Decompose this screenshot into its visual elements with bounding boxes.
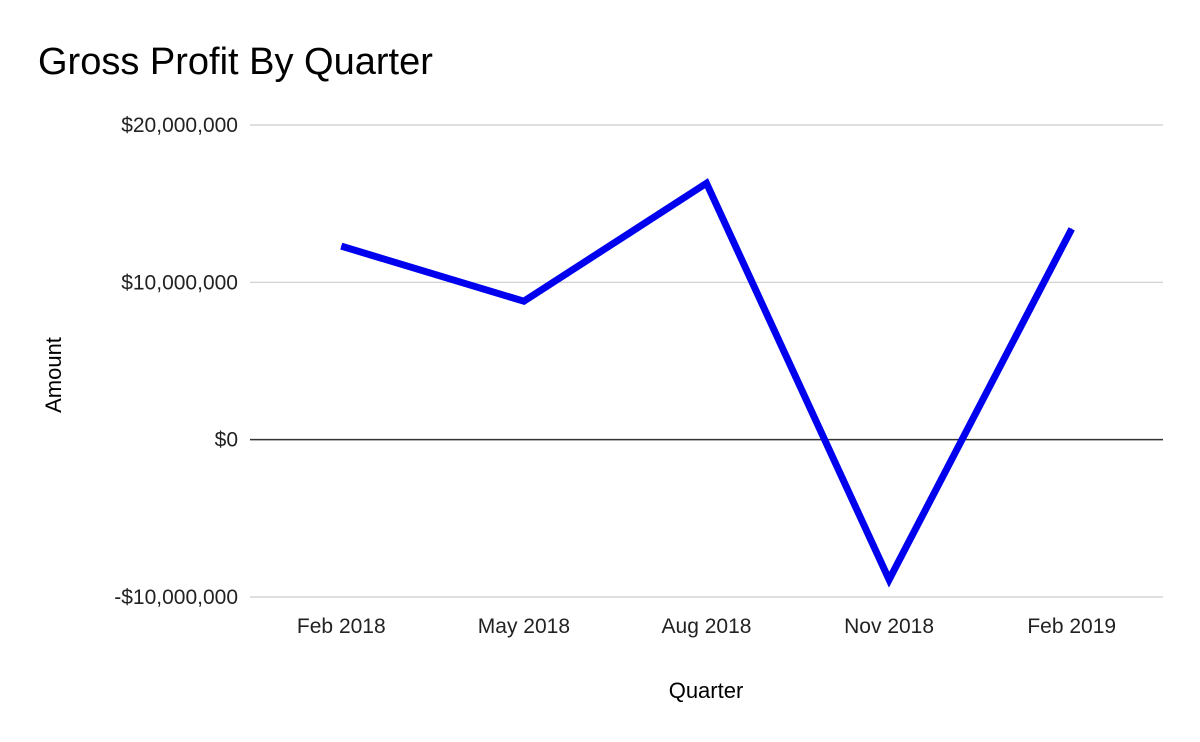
- data-point: [706, 182, 707, 184]
- x-tick-label: Aug 2018: [662, 615, 752, 638]
- data-point: [888, 579, 890, 581]
- data-point: [340, 245, 342, 247]
- gridlines: [250, 124, 1163, 598]
- series-line: [340, 178, 1075, 588]
- y-tick-label: -$10,000,000: [114, 586, 238, 609]
- data-point: [523, 300, 525, 302]
- y-axis-title: Amount: [41, 337, 66, 413]
- y-tick-label: $20,000,000: [121, 114, 238, 137]
- y-tick-label: $0: [215, 429, 238, 452]
- x-tick-label: May 2018: [478, 615, 570, 638]
- x-axis-title: Quarter: [669, 678, 744, 703]
- x-tick-label: Feb 2019: [1027, 615, 1116, 638]
- x-axis-ticks: Feb 2018 May 2018 Aug 2018 Nov 2018 Feb 2019: [297, 615, 1116, 638]
- y-axis-ticks: -$10,000,000 $0 $10,000,000 $20,000,000: [114, 114, 238, 609]
- data-point: [1071, 228, 1073, 230]
- chart-title: Gross Profit By Quarter: [38, 41, 433, 83]
- x-tick-label: Feb 2018: [297, 615, 386, 638]
- series-group: [340, 178, 1075, 588]
- x-tick-label: Nov 2018: [844, 615, 934, 638]
- y-tick-label: $10,000,000: [121, 271, 238, 294]
